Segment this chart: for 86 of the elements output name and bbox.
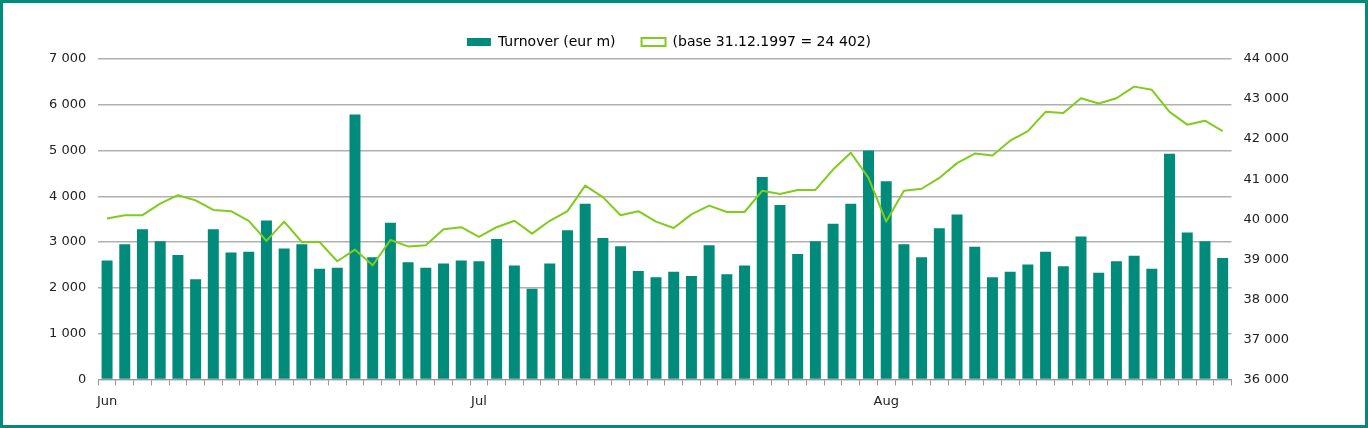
y2-tick-label: 40 000 <box>1243 210 1290 226</box>
bar <box>1110 261 1122 379</box>
bar <box>650 277 662 379</box>
bar <box>544 263 556 379</box>
bar <box>119 244 131 379</box>
bar <box>1004 271 1016 379</box>
bar <box>739 265 751 379</box>
bar <box>615 246 627 379</box>
y2-tick-label: 36 000 <box>1243 370 1290 386</box>
bar <box>792 253 804 379</box>
bar <box>1164 153 1176 379</box>
bar <box>969 246 981 379</box>
bar <box>721 274 733 379</box>
bar <box>1040 251 1052 379</box>
y-tick-label: 1 000 <box>49 325 87 340</box>
y-tick-label: 4 000 <box>49 187 87 203</box>
bar <box>402 262 414 379</box>
bar <box>1022 264 1034 379</box>
y-tick-label: 6 000 <box>49 96 87 112</box>
bar <box>526 288 538 379</box>
bar <box>845 203 857 379</box>
y2-tick-label: 44 000 <box>1243 50 1290 66</box>
y-tick-label: 7 000 <box>49 50 87 66</box>
bar <box>986 277 998 379</box>
bar <box>243 251 255 379</box>
bar <box>455 260 467 379</box>
bar <box>703 245 715 379</box>
y-tick-label: 5 000 <box>49 141 87 157</box>
bar <box>597 237 609 379</box>
y-tick-label: 2 000 <box>49 279 87 295</box>
x-tick-label: Jun <box>95 392 118 408</box>
bar <box>1093 272 1105 379</box>
bar <box>331 267 343 379</box>
bar <box>756 177 768 379</box>
bar <box>951 214 963 379</box>
bar <box>296 244 308 379</box>
bar <box>916 257 928 379</box>
bar <box>1199 241 1211 379</box>
bar <box>420 267 432 379</box>
bar <box>172 254 184 379</box>
y2-tick-label: 39 000 <box>1243 250 1290 266</box>
legend-label: (base 31.12.1997 = 24 402) <box>672 32 872 49</box>
bar <box>508 265 520 379</box>
bar <box>384 222 396 379</box>
bar <box>1075 236 1087 379</box>
bar <box>314 268 326 379</box>
bar <box>137 229 148 379</box>
y2-tick-label: 37 000 <box>1243 330 1290 346</box>
bar <box>349 114 361 379</box>
bar <box>207 229 219 379</box>
bar <box>685 275 697 379</box>
bar <box>774 205 786 379</box>
legend-label: Turnover (eur m) <box>496 32 616 49</box>
bar <box>579 203 591 379</box>
bar <box>473 261 485 379</box>
bar <box>491 238 503 379</box>
bar <box>154 241 166 379</box>
y2-tick-label: 38 000 <box>1243 290 1290 306</box>
bar <box>632 270 644 379</box>
bar <box>880 181 892 379</box>
bar <box>278 248 290 379</box>
y2-tick-label: 43 000 <box>1243 90 1290 106</box>
bar <box>1181 232 1193 379</box>
bar <box>1128 255 1140 379</box>
bar <box>190 279 202 379</box>
bar <box>898 244 910 379</box>
y-tick-label: 3 000 <box>49 233 87 249</box>
y2-tick-label: 41 000 <box>1243 170 1290 186</box>
bar <box>809 241 821 379</box>
bar <box>225 252 237 379</box>
bar <box>260 220 272 379</box>
x-tick-label: Jul <box>470 392 487 408</box>
y2-tick-label: 42 000 <box>1243 130 1290 146</box>
x-tick-label: Aug <box>873 392 899 408</box>
bar <box>1146 268 1158 379</box>
bar <box>933 228 945 379</box>
bar <box>827 223 839 379</box>
bar <box>367 257 379 379</box>
bar <box>1057 266 1069 379</box>
bar <box>668 271 680 379</box>
bar <box>863 150 874 379</box>
bar <box>561 230 573 379</box>
bar <box>438 263 450 379</box>
y-tick-label: 0 <box>77 370 87 386</box>
bar <box>101 260 113 379</box>
bar <box>1217 258 1229 379</box>
